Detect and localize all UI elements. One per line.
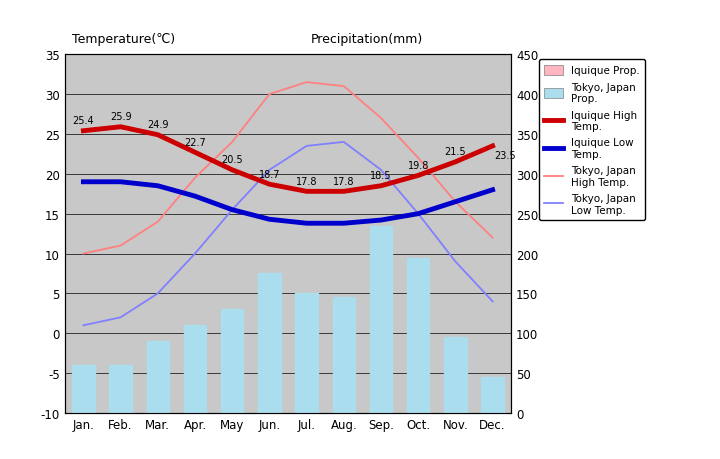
Bar <box>370 226 392 413</box>
Text: Precipitation(mm): Precipitation(mm) <box>310 33 423 46</box>
Bar <box>407 258 429 413</box>
Bar <box>295 294 318 413</box>
Bar <box>147 341 169 413</box>
Text: 18.7: 18.7 <box>258 169 280 179</box>
Text: 17.8: 17.8 <box>333 176 354 186</box>
Text: 23.5: 23.5 <box>495 151 516 161</box>
Text: 24.9: 24.9 <box>147 120 168 130</box>
Text: 19.8: 19.8 <box>408 161 429 170</box>
Bar <box>258 274 281 413</box>
Text: 17.8: 17.8 <box>296 176 318 186</box>
Text: 22.7: 22.7 <box>184 137 206 147</box>
Text: 20.5: 20.5 <box>221 155 243 165</box>
Bar <box>109 365 132 413</box>
Bar <box>482 377 504 413</box>
Bar <box>72 365 94 413</box>
Text: Temperature(℃): Temperature(℃) <box>72 33 175 46</box>
Bar <box>184 325 206 413</box>
Bar <box>444 337 467 413</box>
Text: 21.5: 21.5 <box>444 147 467 157</box>
Text: 18.5: 18.5 <box>370 171 392 181</box>
Text: 25.4: 25.4 <box>73 116 94 126</box>
Text: 25.9: 25.9 <box>109 112 132 122</box>
Legend: Iquique Prop., Tokyo, Japan
Prop., Iquique High
Temp., Iquique Low
Temp., Tokyo,: Iquique Prop., Tokyo, Japan Prop., Iquiq… <box>539 60 645 220</box>
Bar <box>221 310 243 413</box>
Bar <box>333 298 355 413</box>
